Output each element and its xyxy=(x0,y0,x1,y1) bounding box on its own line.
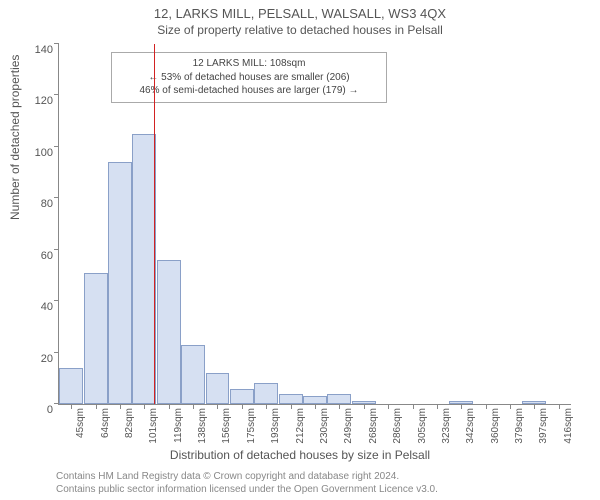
x-tick-mark xyxy=(437,404,438,409)
chart-title: 12, LARKS MILL, PELSALL, WALSALL, WS3 4Q… xyxy=(0,0,600,21)
x-tick-mark xyxy=(534,404,535,409)
x-tick-mark xyxy=(559,404,560,409)
x-tick-mark xyxy=(169,404,170,409)
y-tick-mark xyxy=(54,94,59,95)
x-tick-mark xyxy=(510,404,511,409)
histogram-bar xyxy=(206,373,230,404)
x-tick-mark xyxy=(461,404,462,409)
x-tick-mark xyxy=(217,404,218,409)
y-tick-label: 80 xyxy=(21,198,53,210)
y-tick-mark xyxy=(54,249,59,250)
y-tick-label: 100 xyxy=(21,147,53,159)
x-axis-label: Distribution of detached houses by size … xyxy=(0,448,600,462)
y-tick-mark xyxy=(54,300,59,301)
y-tick-label: 60 xyxy=(21,250,53,262)
y-tick-mark xyxy=(54,197,59,198)
chart-container: 12, LARKS MILL, PELSALL, WALSALL, WS3 4Q… xyxy=(0,0,600,500)
x-tick-mark xyxy=(413,404,414,409)
chart-subtitle: Size of property relative to detached ho… xyxy=(0,21,600,37)
annotation-line: ← 53% of detached houses are smaller (20… xyxy=(118,71,380,85)
histogram-bar xyxy=(230,389,254,404)
footnote-line: Contains HM Land Registry data © Crown c… xyxy=(56,470,438,483)
histogram-bar xyxy=(181,345,205,404)
y-tick-mark xyxy=(54,352,59,353)
x-tick-mark xyxy=(315,404,316,409)
y-axis-label: Number of detached properties xyxy=(8,55,22,220)
histogram-bar xyxy=(132,134,156,404)
histogram-bar xyxy=(84,273,108,404)
y-tick-label: 40 xyxy=(21,301,53,313)
footnote: Contains HM Land Registry data © Crown c… xyxy=(56,470,438,496)
histogram-bar xyxy=(327,394,351,404)
annotation-line: 46% of semi-detached houses are larger (… xyxy=(118,84,380,98)
y-tick-mark xyxy=(54,146,59,147)
histogram-bar xyxy=(303,396,327,404)
y-tick-label: 20 xyxy=(21,353,53,365)
x-tick-mark xyxy=(266,404,267,409)
x-tick-mark xyxy=(96,404,97,409)
x-tick-mark xyxy=(486,404,487,409)
x-tick-mark xyxy=(120,404,121,409)
x-tick-mark xyxy=(144,404,145,409)
annotation-line: 12 LARKS MILL: 108sqm xyxy=(118,57,380,71)
histogram-bar xyxy=(279,394,303,404)
annotation-box: 12 LARKS MILL: 108sqm ← 53% of detached … xyxy=(111,52,387,103)
y-tick-mark xyxy=(54,43,59,44)
x-tick-mark xyxy=(193,404,194,409)
histogram-bar xyxy=(59,368,83,404)
histogram-bar xyxy=(157,260,181,404)
histogram-bar xyxy=(108,162,132,404)
x-tick-mark xyxy=(242,404,243,409)
footnote-line: Contains public sector information licen… xyxy=(56,483,438,496)
x-tick-mark xyxy=(388,404,389,409)
x-tick-mark xyxy=(339,404,340,409)
y-tick-label: 0 xyxy=(21,404,53,416)
y-tick-label: 120 xyxy=(21,95,53,107)
x-tick-mark xyxy=(291,404,292,409)
x-tick-mark xyxy=(71,404,72,409)
reference-line xyxy=(154,44,155,404)
x-tick-mark xyxy=(364,404,365,409)
y-tick-label: 140 xyxy=(21,44,53,56)
histogram-bar xyxy=(254,383,278,404)
plot-area: 12 LARKS MILL: 108sqm ← 53% of detached … xyxy=(58,44,571,405)
